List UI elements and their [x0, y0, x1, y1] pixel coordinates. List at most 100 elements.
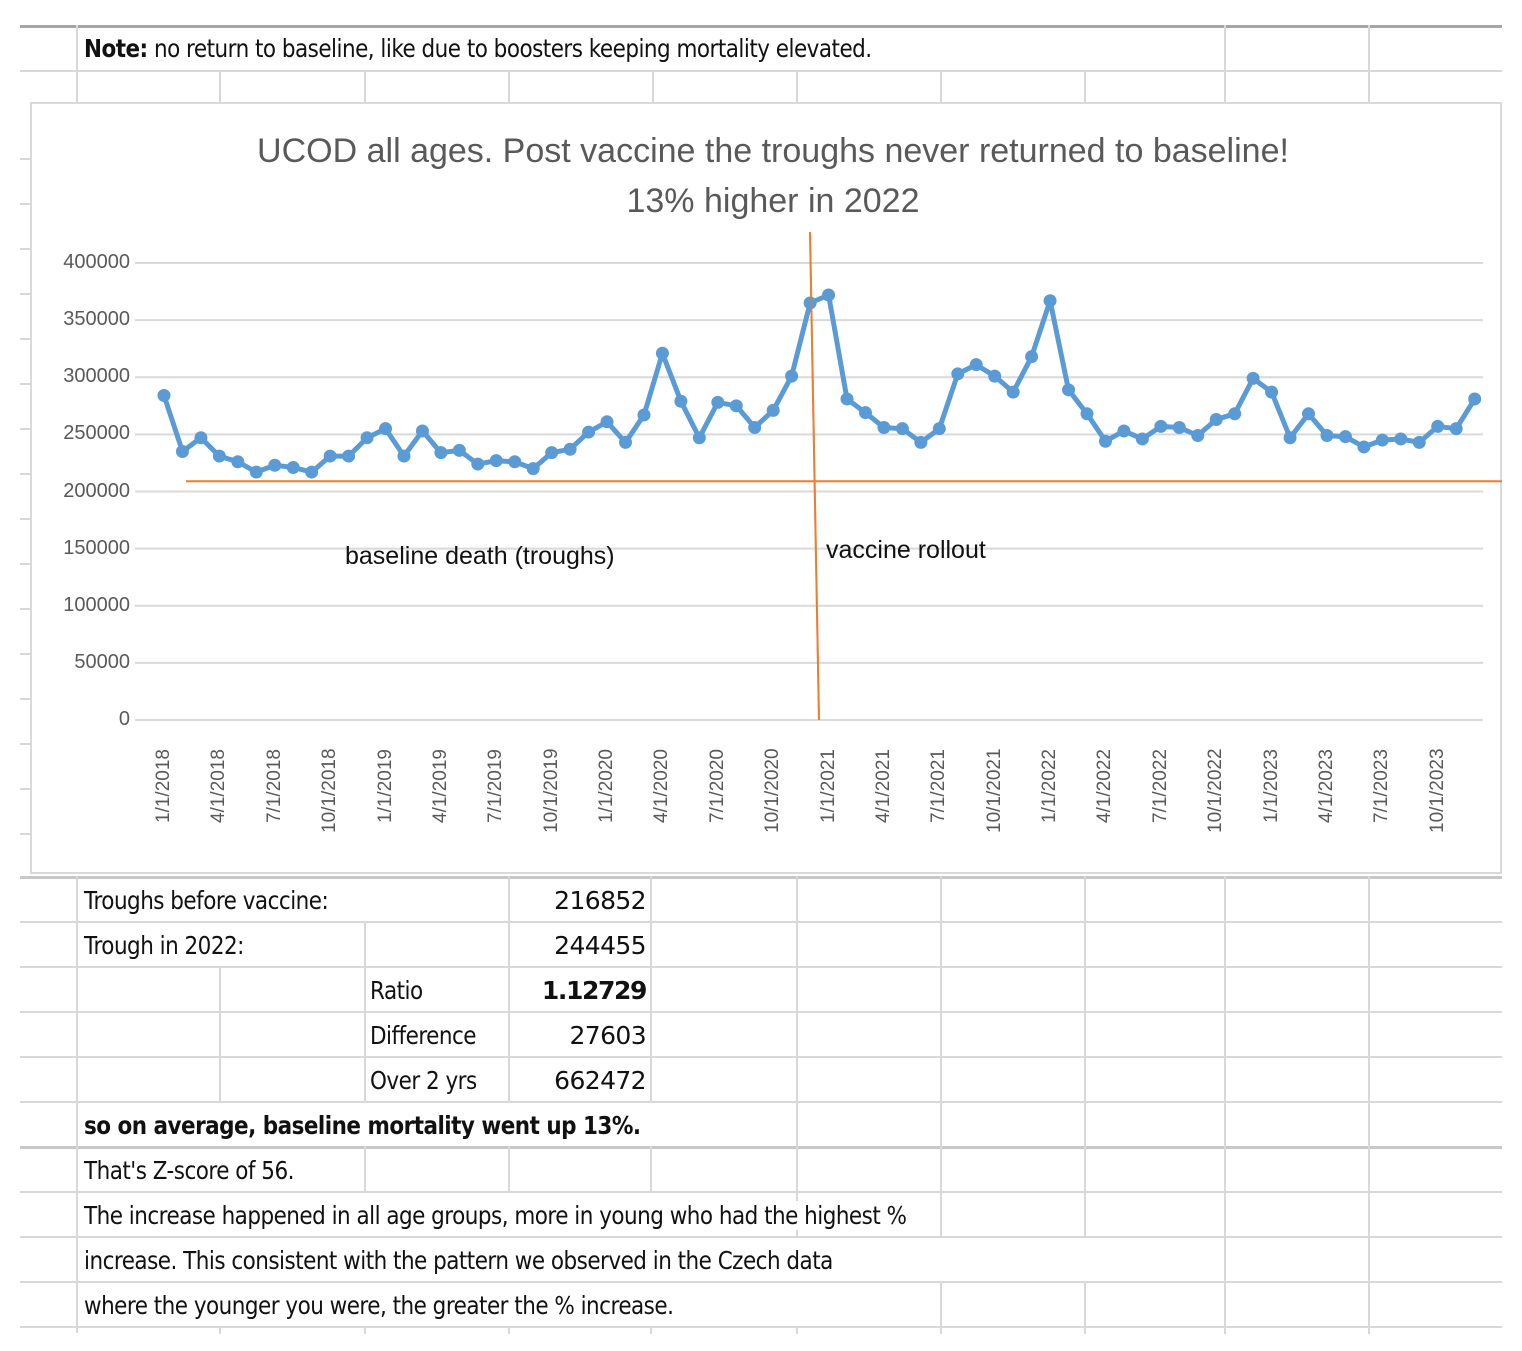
col-line	[76, 876, 78, 1333]
x-tick-label: 4/1/2018	[208, 748, 230, 823]
col-line	[1224, 25, 1226, 102]
col-line	[796, 1101, 798, 1236]
row-tick	[20, 698, 30, 700]
col-line	[796, 70, 798, 102]
x-tick-label: 4/1/2021	[872, 748, 894, 823]
col-line	[652, 70, 654, 102]
col-line	[76, 25, 78, 102]
col-line	[508, 70, 510, 102]
col-line	[508, 1146, 510, 1191]
col-line	[364, 70, 366, 102]
col-line	[508, 876, 510, 1101]
x-tick-label: 4/1/2023	[1315, 748, 1337, 823]
y-tick-label: 350000	[63, 308, 130, 331]
col-line	[1224, 876, 1226, 1334]
col-line	[1084, 1281, 1086, 1334]
row-tick	[20, 203, 30, 205]
col-line	[940, 876, 942, 1236]
row-tick	[20, 338, 30, 340]
summary-average[interactable]: so on average, baseline mortality went u…	[84, 1111, 641, 1140]
baseline-annotation: baseline death (troughs)	[345, 542, 615, 570]
over-2-yrs-value[interactable]: 662472	[510, 1066, 647, 1095]
col-line	[364, 921, 366, 1101]
vaccine-rollout-annotation: vaccine rollout	[826, 536, 986, 564]
col-line	[1368, 876, 1370, 1334]
row-line	[20, 1326, 1502, 1328]
x-tick-label: 7/1/2018	[263, 748, 285, 823]
x-tick-label: 10/1/2021	[983, 748, 1005, 834]
row-line	[20, 966, 1502, 968]
row-line	[20, 70, 1502, 72]
ratio-value[interactable]: 1.12729	[541, 976, 647, 1005]
troughs-before-value[interactable]: 216852	[554, 886, 646, 915]
x-tick-label: 1/1/2022	[1039, 748, 1061, 823]
row-tick	[20, 833, 30, 835]
col-line	[508, 1326, 510, 1334]
row-line	[20, 1281, 1502, 1283]
row-tick	[20, 563, 30, 565]
y-tick-label: 150000	[63, 536, 130, 559]
difference-value[interactable]: 27603	[510, 1021, 647, 1050]
trough-2022-label: Trough in 2022:	[84, 931, 244, 960]
x-tick-label: 7/1/2022	[1149, 748, 1171, 823]
chart[interactable]: UCOD all ages. Post vaccine the troughs …	[30, 102, 1502, 874]
summary-line-5[interactable]: where the younger you were, the greater …	[84, 1291, 674, 1320]
x-tick-label: 4/1/2020	[651, 748, 673, 823]
row-tick	[20, 248, 30, 250]
summary-line-3[interactable]: The increase happened in all age groups,…	[84, 1201, 907, 1230]
row-tick	[20, 158, 30, 160]
x-tick-label: 7/1/2023	[1371, 748, 1393, 823]
y-tick-label: 300000	[63, 365, 130, 388]
row-line	[20, 1056, 1502, 1058]
col-line	[1368, 25, 1370, 102]
col-line	[650, 876, 652, 1101]
chart-subtitle: 13% higher in 2022	[626, 182, 920, 220]
row-tick	[20, 743, 30, 745]
row-line	[20, 1146, 1502, 1149]
x-tick-label: 4/1/2022	[1094, 748, 1116, 823]
col-line	[364, 1146, 366, 1191]
col-line	[219, 1326, 221, 1334]
x-tick-label: 10/1/2022	[1205, 748, 1227, 834]
col-line	[1084, 876, 1086, 1236]
summary-line-4[interactable]: increase. This consistent with the patte…	[84, 1246, 833, 1275]
row-tick	[20, 428, 30, 430]
x-tick-label: 1/1/2019	[374, 748, 396, 823]
col-line	[940, 1281, 942, 1334]
col-line	[650, 1326, 652, 1334]
note-cell[interactable]: Note: no return to baseline, like due to…	[84, 34, 872, 63]
row-line	[20, 1191, 1502, 1193]
col-line	[796, 1326, 798, 1334]
note-label: Note:	[84, 34, 148, 63]
row-tick	[20, 293, 30, 295]
x-tick-label: 7/1/2020	[706, 748, 728, 823]
col-line	[364, 1326, 366, 1334]
y-tick-label: 0	[118, 708, 130, 730]
row-line	[20, 1101, 1502, 1103]
row-tick	[20, 653, 30, 655]
note-text: no return to baseline, like due to boost…	[147, 34, 872, 63]
x-tick-label: 7/1/2019	[485, 748, 507, 823]
trough-2022-value[interactable]: 244455	[554, 931, 646, 960]
ratio-label: Ratio	[370, 976, 423, 1005]
x-tick-label: 10/1/2023	[1426, 748, 1448, 834]
summary-zscore[interactable]: That's Z-score of 56.	[84, 1156, 294, 1185]
col-line	[650, 1146, 652, 1191]
x-tick-label: 10/1/2020	[762, 748, 784, 834]
row-line	[20, 1011, 1502, 1013]
troughs-before-label: Troughs before vaccine:	[84, 886, 329, 915]
row-line	[20, 1236, 1502, 1238]
y-tick-label: 200000	[63, 479, 130, 502]
row-line	[20, 876, 1502, 879]
x-tick-label: 1/1/2018	[153, 748, 174, 823]
row-line	[20, 921, 1502, 923]
y-tick-label: 250000	[63, 422, 130, 445]
chart-title: UCOD all ages. Post vaccine the troughs …	[257, 132, 1289, 170]
x-tick-label: 7/1/2021	[928, 748, 950, 823]
x-tick-label: 10/1/2018	[319, 748, 341, 834]
x-tick-label: 1/1/2020	[596, 748, 618, 823]
row-line	[20, 25, 1502, 28]
y-tick-label: 50000	[74, 650, 130, 673]
row-tick	[20, 383, 30, 385]
row-tick	[20, 473, 30, 475]
